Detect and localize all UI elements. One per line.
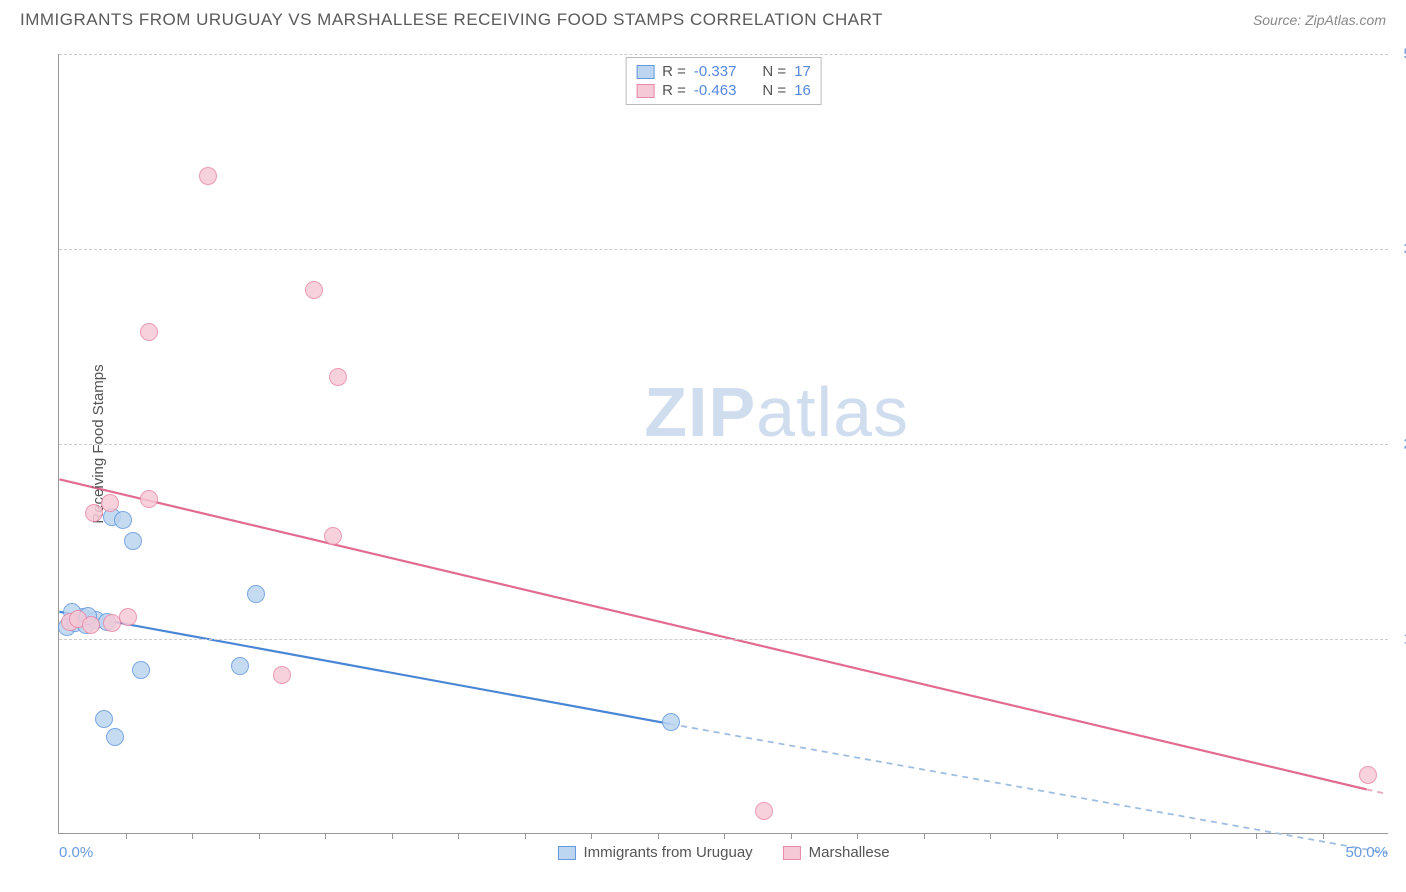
y-tick-label: 50.0%: [1396, 46, 1406, 63]
x-tick: [924, 833, 925, 839]
legend-series: Immigrants from Uruguay Marshallese: [557, 844, 889, 861]
legend-correlation: R = -0.337 N = 17 R = -0.463 N = 16: [625, 57, 822, 105]
legend-swatch: [557, 846, 575, 860]
x-tick: [658, 833, 659, 839]
x-tick: [525, 833, 526, 839]
data-point-uruguay: [231, 657, 249, 675]
legend-series-label: Marshallese: [809, 844, 890, 861]
data-point-marshallese: [305, 281, 323, 299]
x-tick: [1057, 833, 1058, 839]
trend-line-marshallese: [59, 479, 1366, 789]
y-tick-label: 25.0%: [1396, 436, 1406, 453]
data-point-marshallese: [101, 494, 119, 512]
chart-header: IMMIGRANTS FROM URUGUAY VS MARSHALLESE R…: [0, 0, 1406, 34]
legend-r-label: R =: [662, 82, 686, 99]
data-point-marshallese: [324, 527, 342, 545]
data-point-uruguay: [95, 710, 113, 728]
legend-series-label: Immigrants from Uruguay: [583, 844, 752, 861]
x-tick: [458, 833, 459, 839]
x-tick: [259, 833, 260, 839]
data-point-marshallese: [85, 504, 103, 522]
data-point-marshallese: [119, 608, 137, 626]
chart-title: IMMIGRANTS FROM URUGUAY VS MARSHALLESE R…: [20, 10, 883, 30]
x-tick: [990, 833, 991, 839]
legend-series-item: Marshallese: [783, 844, 890, 861]
legend-r-value: -0.337: [694, 63, 737, 80]
data-point-marshallese: [1359, 766, 1377, 784]
data-point-uruguay: [132, 661, 150, 679]
legend-r-label: R =: [662, 63, 686, 80]
legend-n-label: N =: [762, 82, 786, 99]
data-point-marshallese: [755, 802, 773, 820]
trend-line-uruguay: [59, 612, 670, 724]
data-point-marshallese: [273, 666, 291, 684]
data-point-marshallese: [82, 616, 100, 634]
plot-region: ZIPatlas R = -0.337N = 17R = -0.463N = 1…: [58, 54, 1388, 834]
legend-correlation-row: R = -0.337 N = 17: [636, 62, 811, 81]
legend-n-label: N =: [762, 63, 786, 80]
legend-series-item: Immigrants from Uruguay: [557, 844, 752, 861]
trend-line-ext-uruguay: [670, 724, 1387, 853]
gridline: [59, 444, 1388, 445]
data-point-uruguay: [662, 713, 680, 731]
x-axis-max-label: 50.0%: [1345, 844, 1388, 861]
x-tick: [325, 833, 326, 839]
data-point-marshallese: [140, 323, 158, 341]
x-tick: [591, 833, 592, 839]
y-tick-label: 37.5%: [1396, 241, 1406, 258]
data-point-uruguay: [114, 511, 132, 529]
chart-area: ZIPatlas R = -0.337N = 17R = -0.463N = 1…: [58, 54, 1388, 834]
data-point-marshallese: [199, 167, 217, 185]
legend-swatch: [636, 65, 654, 79]
legend-n-value: 16: [794, 82, 811, 99]
data-point-marshallese: [329, 368, 347, 386]
x-tick: [857, 833, 858, 839]
legend-swatch: [636, 84, 654, 98]
x-tick: [1190, 833, 1191, 839]
x-tick: [1323, 833, 1324, 839]
data-point-uruguay: [124, 532, 142, 550]
legend-correlation-row: R = -0.463 N = 16: [636, 81, 811, 100]
legend-swatch: [783, 846, 801, 860]
gridline: [59, 249, 1388, 250]
x-tick: [1256, 833, 1257, 839]
x-tick: [1123, 833, 1124, 839]
x-tick: [724, 833, 725, 839]
trend-line-ext-marshallese: [1366, 789, 1387, 794]
gridline: [59, 54, 1388, 55]
x-tick: [126, 833, 127, 839]
legend-n-value: 17: [794, 63, 811, 80]
x-tick: [192, 833, 193, 839]
data-point-marshallese: [140, 490, 158, 508]
x-axis-min-label: 0.0%: [59, 844, 93, 861]
data-point-uruguay: [106, 728, 124, 746]
x-tick: [392, 833, 393, 839]
gridline: [59, 639, 1388, 640]
chart-source: Source: ZipAtlas.com: [1253, 12, 1386, 28]
data-point-uruguay: [247, 585, 265, 603]
legend-r-value: -0.463: [694, 82, 737, 99]
y-tick-label: 12.5%: [1396, 631, 1406, 648]
x-tick: [791, 833, 792, 839]
